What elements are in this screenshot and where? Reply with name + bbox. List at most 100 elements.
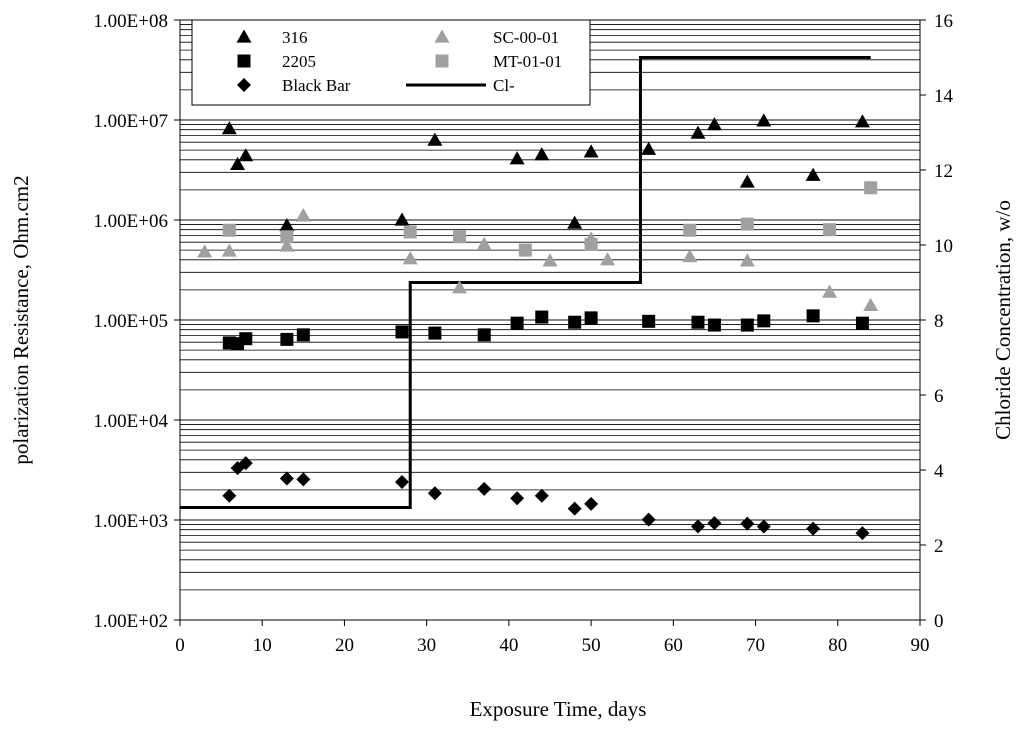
point-316 — [427, 132, 443, 146]
point-2205 — [584, 311, 598, 325]
point-sc-00-01 — [221, 243, 237, 257]
gridlines — [180, 19, 920, 621]
point-black-bar — [534, 488, 549, 503]
point-2205 — [740, 318, 754, 332]
point-black-bar — [584, 496, 599, 511]
legend-marker-316 — [236, 29, 252, 43]
point-sc-00-01 — [476, 236, 492, 251]
point-316 — [221, 121, 237, 135]
point-2205 — [510, 316, 524, 330]
legend-label-black-bar: Black Bar — [282, 76, 351, 95]
point-2205 — [642, 314, 656, 328]
point-2205 — [280, 332, 294, 346]
legend-marker-mt-01-01 — [435, 54, 449, 68]
legend: 316 SC-00-01 2205 MT-01-01 Black Bar Cl- — [191, 19, 591, 106]
point-316 — [394, 212, 410, 226]
legend-label-cl: Cl- — [493, 76, 515, 95]
point-black-bar — [740, 516, 755, 531]
point-black-bar — [238, 456, 253, 471]
y-right-tick-label: 8 — [934, 311, 944, 332]
point-black-bar — [756, 519, 771, 534]
point-316 — [756, 113, 772, 127]
point-mt-01-01 — [823, 223, 837, 237]
point-black-bar — [707, 516, 722, 531]
x-tick-label: 80 — [828, 635, 847, 656]
x-tick-label: 10 — [253, 635, 272, 656]
point-sc-00-01 — [739, 253, 755, 267]
y-left-tick-label: 1.00E+03 — [93, 511, 168, 532]
point-2205 — [568, 315, 582, 329]
legend-label-mt-01-01: MT-01-01 — [493, 52, 562, 71]
point-2205 — [395, 325, 409, 339]
point-316 — [238, 148, 254, 162]
legend-label-316: 316 — [282, 28, 308, 47]
point-2205 — [707, 318, 721, 332]
x-tick-label: 90 — [911, 635, 930, 656]
point-sc-00-01 — [452, 280, 468, 294]
x-tick-label: 0 — [175, 635, 185, 656]
x-tick-label: 20 — [335, 635, 354, 656]
point-black-bar — [510, 491, 525, 506]
y-right-tick-label: 12 — [934, 161, 953, 182]
point-316 — [230, 156, 246, 170]
point-316 — [279, 218, 295, 232]
point-sc-00-01 — [822, 284, 838, 298]
point-316 — [805, 167, 821, 181]
point-316 — [706, 117, 722, 131]
point-black-bar — [567, 501, 582, 516]
point-2205 — [535, 310, 549, 324]
y-left-tick-label: 1.00E+07 — [93, 111, 168, 132]
series-cl-line — [180, 56, 871, 509]
legend-marker-2205 — [237, 54, 251, 68]
y-right-tick-label: 14 — [934, 86, 954, 107]
point-mt-01-01 — [518, 243, 532, 257]
point-2205 — [691, 315, 705, 329]
point-black-bar — [691, 519, 705, 534]
legend-box — [191, 19, 591, 106]
point-2205 — [477, 328, 491, 342]
y-left-tick-label: 1.00E+06 — [93, 211, 168, 232]
point-sc-00-01 — [197, 244, 213, 258]
point-black-bar — [296, 472, 311, 487]
point-mt-01-01 — [222, 223, 236, 237]
point-black-bar — [279, 471, 294, 486]
legend-label-2205: 2205 — [282, 52, 316, 71]
point-black-bar — [427, 486, 442, 501]
legend-marker-black-bar — [237, 78, 251, 92]
point-mt-01-01 — [280, 230, 294, 244]
y-left-tick-label: 1.00E+05 — [93, 311, 168, 332]
point-2205 — [296, 328, 310, 342]
point-mt-01-01 — [740, 217, 754, 231]
point-316 — [641, 141, 657, 155]
y-left-tick-label: 1.00E+02 — [93, 611, 168, 632]
axes: 0 10 20 30 40 50 60 70 80 901.00E+021.00E+031.00E… — [93, 11, 953, 656]
point-black-bar — [222, 488, 237, 503]
point-sc-00-01 — [295, 208, 311, 222]
point-2205 — [239, 332, 253, 346]
y-right-tick-label: 10 — [934, 236, 953, 257]
point-316 — [583, 144, 599, 158]
point-mt-01-01 — [683, 223, 697, 237]
legend-label-sc-00-01: SC-00-01 — [493, 28, 559, 47]
point-2205 — [428, 326, 442, 340]
point-316 — [534, 147, 550, 161]
point-2205 — [855, 316, 869, 330]
series-layer — [180, 56, 879, 541]
point-316 — [854, 114, 870, 128]
point-sc-00-01 — [402, 251, 418, 265]
point-mt-01-01 — [864, 181, 878, 195]
point-sc-00-01 — [863, 297, 879, 312]
y-right-tick-label: 16 — [934, 11, 953, 32]
point-black-bar — [806, 521, 821, 536]
point-316 — [567, 215, 583, 229]
point-2205 — [806, 309, 820, 323]
legend-marker-sc-00-01 — [434, 29, 450, 43]
x-tick-label: 60 — [664, 635, 683, 656]
x-tick-label: 40 — [499, 635, 518, 656]
x-tick-label: 30 — [417, 635, 436, 656]
point-316 — [509, 151, 525, 165]
point-mt-01-01 — [403, 225, 417, 239]
point-black-bar — [855, 526, 870, 541]
y-right-tick-label: 4 — [934, 461, 944, 482]
